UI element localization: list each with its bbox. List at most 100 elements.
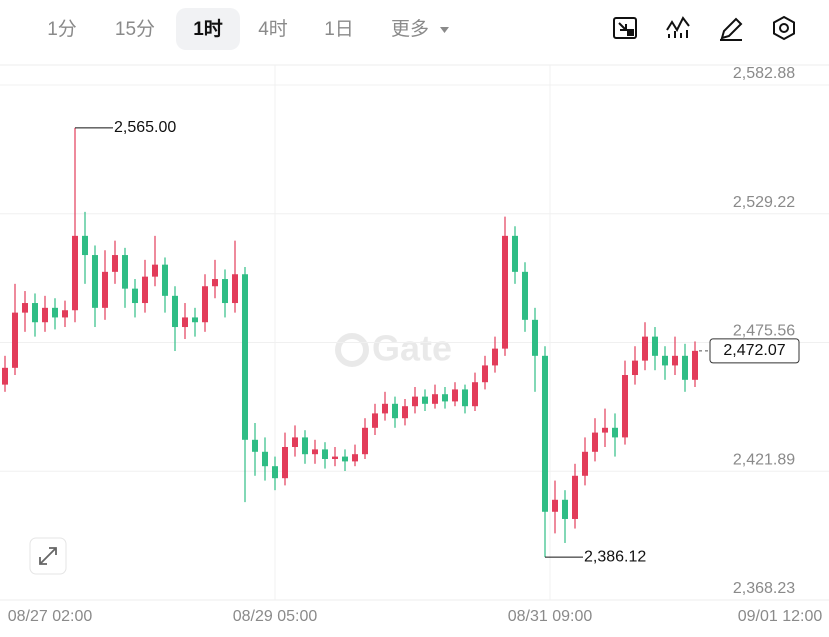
candle-body: [112, 255, 118, 272]
candle-body: [532, 319, 538, 356]
tab[interactable]: 1时: [193, 18, 223, 40]
candle-body: [172, 295, 178, 328]
tab[interactable]: 15分: [115, 18, 155, 40]
candle-body: [362, 427, 368, 455]
candle-body: [332, 456, 338, 459]
candle-body: [342, 456, 348, 462]
candle-body: [432, 394, 438, 404]
candle-body: [682, 355, 688, 380]
candle-body: [512, 235, 518, 272]
x-tick-label: 08/27 02:00: [8, 608, 93, 625]
more-tab[interactable]: 更多: [391, 18, 429, 40]
candle-body: [412, 396, 418, 407]
candle-body: [602, 427, 608, 433]
candle-body: [122, 255, 128, 289]
icon-fullscreen[interactable]: [613, 17, 637, 39]
candle-body: [452, 389, 458, 402]
candle-body: [622, 375, 628, 438]
candle-body: [252, 439, 258, 452]
tab[interactable]: 4时: [258, 18, 288, 40]
candle-body: [322, 449, 328, 459]
watermark-text: Gate: [372, 328, 452, 369]
toolbar-icons: [613, 15, 795, 41]
candle-body: [382, 403, 388, 414]
candle-body: [102, 271, 108, 308]
candle-body: [372, 413, 378, 428]
candle-body: [632, 360, 638, 376]
candle-body: [82, 235, 88, 256]
candle-body: [232, 274, 238, 304]
candle-body: [242, 274, 248, 440]
y-tick-label: 2,529.22: [733, 194, 795, 211]
expand-button[interactable]: [29, 537, 67, 575]
candle-body: [552, 499, 558, 512]
x-tick-label: 08/31 09:00: [508, 608, 593, 625]
annotation-label: 2,565.00: [114, 119, 176, 136]
candle-body: [662, 355, 668, 366]
candle-body: [62, 310, 68, 318]
last-price-label: 2,472.07: [723, 342, 785, 359]
candle-body: [562, 499, 568, 519]
candle-body: [272, 466, 278, 479]
candle-body: [492, 348, 498, 366]
candle-body: [572, 475, 578, 519]
candle-body: [672, 355, 678, 366]
candle-body: [52, 307, 58, 318]
more-caret[interactable]: [440, 27, 449, 33]
candle-body: [442, 394, 448, 402]
icon-settings[interactable]: [773, 15, 795, 41]
x-tick-label: 08/29 05:00: [233, 608, 318, 625]
candle-body: [292, 437, 298, 447]
candle-body: [522, 271, 528, 320]
y-tick-label: 2,421.89: [733, 451, 795, 468]
candle-body: [402, 406, 408, 419]
y-tick-label: 2,368.23: [733, 580, 795, 597]
candle-body: [282, 446, 288, 479]
candle-body: [222, 279, 228, 304]
candle-body: [392, 403, 398, 419]
candle-body: [2, 367, 8, 385]
candle-body: [652, 336, 658, 356]
candle-body: [182, 317, 188, 328]
expand-icon[interactable]: [39, 547, 57, 565]
candle-body: [12, 312, 18, 368]
icon-draw[interactable]: [720, 17, 743, 41]
candle-body: [592, 432, 598, 452]
candle-body: [152, 264, 158, 277]
candle-body: [132, 288, 138, 304]
candle-body: [692, 350, 698, 380]
watermark: Gate: [335, 328, 452, 369]
x-tick-label: 09/01 12:00: [738, 608, 823, 625]
candle-body: [462, 389, 468, 407]
tab-selected-bg: [176, 8, 240, 50]
candle-body: [262, 451, 268, 467]
y-tick-label: 2,582.88: [733, 65, 795, 82]
candle-body: [502, 235, 508, 349]
candle-body: [542, 355, 548, 512]
candle-body: [352, 454, 358, 462]
tab[interactable]: 1日: [324, 19, 354, 40]
y-tick-label: 2,475.56: [733, 323, 795, 340]
candle-body: [22, 303, 28, 313]
candle-body: [142, 276, 148, 304]
annotation-label: 2,386.12: [584, 548, 646, 565]
candle-body: [202, 286, 208, 323]
candle-body: [212, 279, 218, 287]
candle-body: [92, 255, 98, 308]
candle-body: [582, 451, 588, 476]
icon-indicator[interactable]: [666, 16, 690, 38]
candle-body: [162, 264, 168, 296]
candle-body: [422, 396, 428, 404]
last-price-box: [709, 338, 800, 364]
candle-body: [32, 303, 38, 323]
tab[interactable]: 1分: [47, 18, 77, 40]
candle-body: [642, 336, 648, 361]
candle-body: [312, 449, 318, 455]
candle-body: [72, 235, 78, 311]
candle-body: [42, 307, 48, 323]
candle-body: [302, 437, 308, 455]
candle-body: [472, 382, 478, 407]
watermark-logo: [335, 333, 369, 367]
